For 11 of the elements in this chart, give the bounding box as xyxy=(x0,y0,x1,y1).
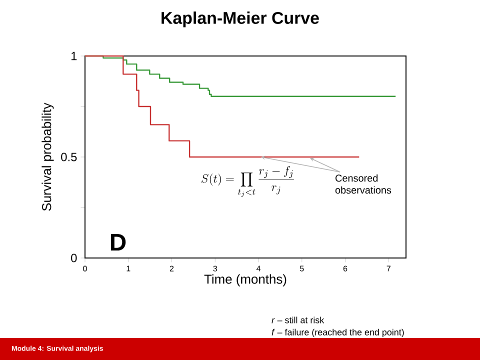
y-axis-title: Survival probability xyxy=(42,102,54,211)
x-axis-title: Time (months) xyxy=(204,274,286,286)
y-tick-label: 0 xyxy=(71,254,77,262)
annotation: D xyxy=(110,234,126,250)
annotation: Censored observations xyxy=(335,174,392,194)
chart-title: Kaplan-Meier Curve xyxy=(162,12,319,28)
text: f – failure (reached the end point) xyxy=(272,328,404,338)
annotation: $S(t)=\prod_{t_j<t}\frac{r_j-f_j}{r_j}$ xyxy=(201,166,294,197)
y-tick-label: 1 xyxy=(71,52,77,60)
y-tick-label: 0.5 xyxy=(61,152,77,162)
text: r – still at risk xyxy=(272,316,324,324)
